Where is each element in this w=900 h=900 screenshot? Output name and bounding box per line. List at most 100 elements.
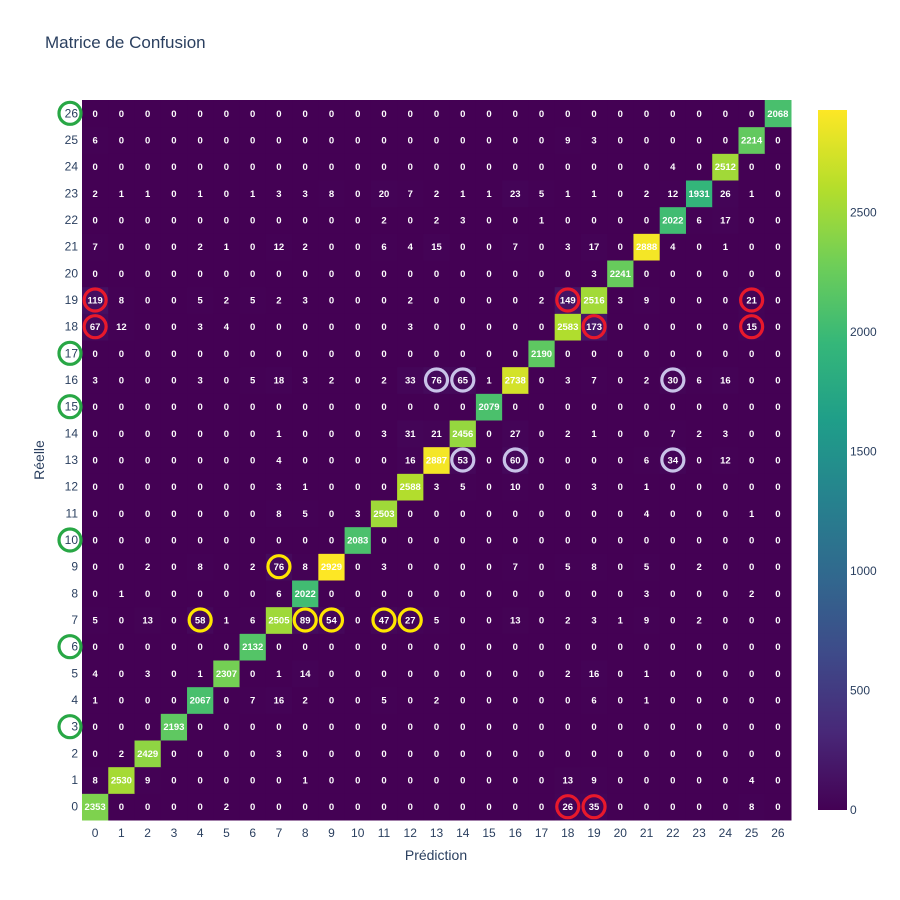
cell-value-label: 0 (696, 242, 701, 253)
cell-value-label: 0 (408, 562, 413, 573)
heatmap-cell (607, 260, 634, 288)
cell-value-label: 0 (618, 776, 623, 787)
heatmap-cell (82, 366, 109, 394)
cell-value-label: 0 (696, 269, 701, 280)
cell-value-label: 0 (250, 749, 255, 760)
cell-value-label: 0 (696, 482, 701, 493)
cell-value-label: 1 (224, 616, 230, 627)
cell-value-label: 0 (276, 802, 281, 813)
cell-value-label: 0 (119, 136, 124, 147)
heatmap-cell (213, 206, 241, 234)
heatmap-cell (397, 473, 424, 501)
cell-value-label: 2 (696, 562, 701, 573)
cell-value-label: 0 (775, 562, 780, 573)
heatmap-cell (528, 260, 556, 288)
heatmap-cell (580, 526, 608, 554)
x-tick-label: 5 (223, 826, 230, 840)
cell-value-label: 0 (696, 589, 701, 600)
cell-value-label: 67 (90, 322, 101, 333)
cell-value-label: 0 (198, 162, 203, 173)
cell-value-label: 0 (539, 376, 544, 387)
heatmap-cell (108, 153, 136, 181)
heatmap-cell (318, 686, 346, 714)
cell-value-label: 0 (486, 536, 491, 547)
heatmap-cell (712, 393, 739, 421)
cell-value-label: 0 (434, 776, 439, 787)
heatmap-cell (370, 553, 398, 581)
heatmap-cell (239, 713, 267, 741)
cell-value-label: 0 (434, 802, 439, 813)
cell-value-label: 1 (198, 189, 204, 200)
heatmap-cell (160, 633, 188, 661)
heatmap-cell (134, 180, 162, 208)
heatmap-cell (475, 260, 503, 288)
heatmap-cell (607, 713, 634, 741)
heatmap-cell (318, 126, 346, 154)
heatmap-cell (554, 606, 582, 634)
heatmap-cell (397, 180, 424, 208)
cell-value-label: 0 (381, 802, 386, 813)
heatmap-cell (265, 286, 293, 314)
heatmap-cell (554, 740, 582, 768)
cell-value-label: 0 (329, 269, 334, 280)
cell-value-label: 3 (276, 749, 281, 760)
cell-value-label: 0 (198, 749, 203, 760)
cell-value-label: 0 (723, 536, 728, 547)
heatmap-cell (449, 580, 477, 608)
cell-value-label: 0 (460, 722, 465, 733)
cell-value-label: 12 (720, 456, 731, 467)
heatmap-cell (213, 366, 241, 394)
cell-value-label: 18 (274, 376, 285, 387)
cell-value-label: 0 (539, 749, 544, 760)
cell-value-label: 0 (696, 669, 701, 680)
heatmap-cell (607, 340, 634, 368)
cell-value-label: 0 (696, 162, 701, 173)
cell-value-label: 0 (618, 429, 623, 440)
heatmap-cell (449, 553, 477, 581)
heatmap-cell (685, 340, 713, 368)
cell-value-label: 0 (775, 322, 780, 333)
cell-value-label: 0 (670, 802, 675, 813)
heatmap-cell (344, 233, 372, 261)
heatmap-cell (764, 393, 792, 421)
heatmap-cell (659, 126, 687, 154)
cell-value-label: 0 (486, 216, 491, 227)
tick-highlight-circle (57, 527, 83, 553)
heatmap-cell (528, 313, 556, 341)
heatmap-cell (449, 233, 477, 261)
colorbar-gradient (818, 110, 847, 810)
heatmap-cell (475, 153, 503, 181)
heatmap-cell (344, 713, 372, 741)
heatmap-cell (239, 473, 267, 501)
heatmap-cell (370, 526, 398, 554)
heatmap-cell (292, 260, 319, 288)
heatmap-cell (528, 793, 556, 821)
cell-value-label: 2738 (505, 376, 526, 387)
cell-value-label: 0 (670, 349, 675, 360)
heatmap-cell (265, 233, 293, 261)
cell-value-label: 20 (379, 189, 390, 200)
cell-value-label: 0 (250, 242, 255, 253)
chart-title: Matrice de Confusion (45, 33, 206, 52)
heatmap-cell (82, 740, 109, 768)
heatmap-cell (738, 526, 766, 554)
cell-value-label: 0 (198, 349, 203, 360)
cell-value-label: 0 (723, 802, 728, 813)
cell-value-label: 2 (303, 696, 308, 707)
cell-value-label: 0 (408, 536, 413, 547)
cell-value-label: 149 (560, 296, 576, 307)
heatmap-cell (712, 580, 739, 608)
cell-value-label: 0 (539, 722, 544, 733)
cell-value-label: 0 (513, 642, 518, 653)
cell-value-label: 0 (486, 269, 491, 280)
cell-value-label: 2 (119, 749, 124, 760)
cell-value-label: 0 (486, 296, 491, 307)
highlight-circles (57, 100, 765, 820)
cell-value-label: 0 (565, 722, 570, 733)
cell-value-label: 5 (250, 376, 256, 387)
heatmap-cell (318, 553, 346, 581)
cell-value-label: 119 (87, 296, 102, 307)
cell-value-label: 0 (303, 536, 308, 547)
heatmap-cell (738, 420, 766, 448)
cell-value-label: 0 (171, 642, 176, 653)
